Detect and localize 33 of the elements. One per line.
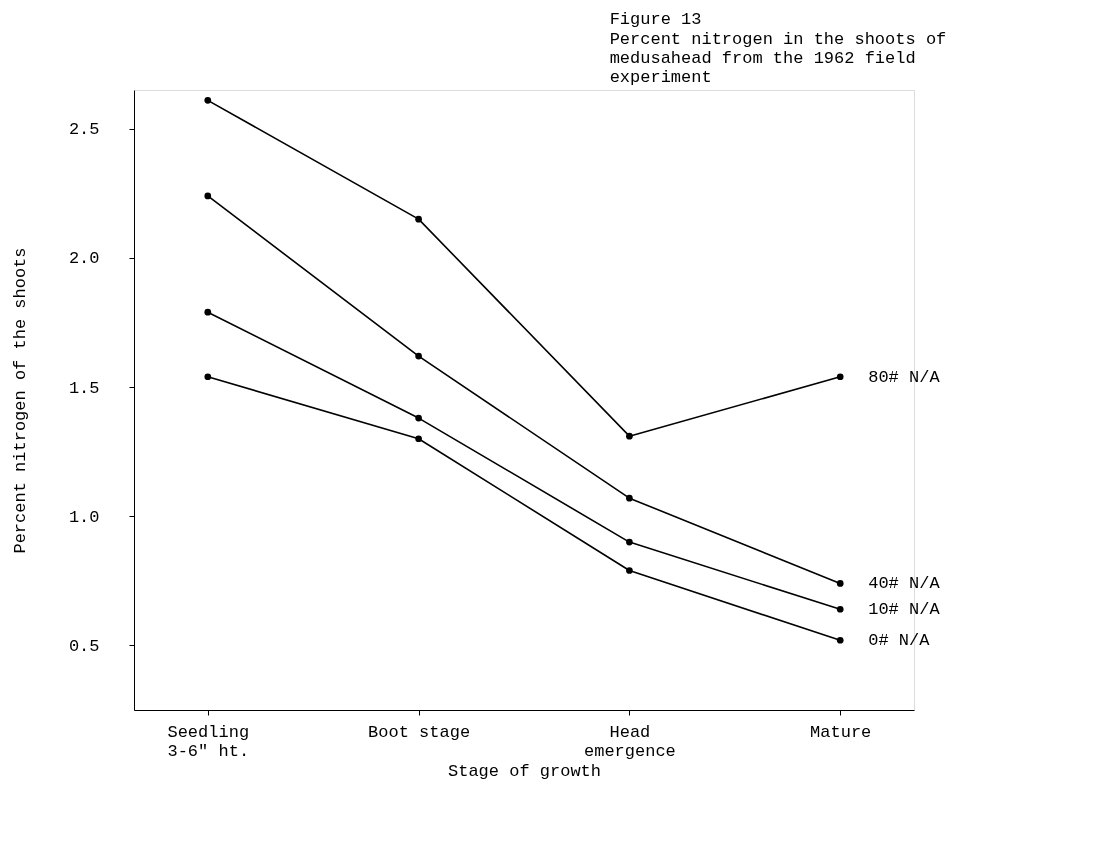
point (204, 192, 212, 200)
point (836, 636, 844, 644)
y-tick-label: 1.0 (68, 507, 100, 527)
x-tick-label: Boot stage (368, 722, 471, 742)
point (415, 215, 422, 223)
point (836, 605, 844, 613)
point (626, 494, 633, 502)
chart-title: Figure 13 (609, 10, 702, 29)
point (415, 414, 422, 422)
series-label: 10# N/A (868, 600, 941, 620)
y-tick-label: 0.5 (68, 636, 100, 656)
y-axis-title: Percent nitrogen of the shoots (10, 247, 30, 554)
point (626, 567, 633, 574)
point (626, 432, 633, 440)
point (204, 96, 212, 104)
point (836, 373, 844, 381)
point (204, 308, 212, 316)
chart-subtitle: Percent nitrogen in the shoots of medusahead from the 1962 field experiment (609, 30, 947, 87)
x-tick-label: Mature (810, 722, 872, 742)
y-tick-label: 2.0 (68, 249, 100, 269)
series-label: 80# N/A (868, 367, 941, 387)
series-label: 40# N/A (868, 574, 941, 594)
point (836, 580, 844, 587)
y-tick-label: 1.5 (68, 378, 100, 398)
point (415, 435, 422, 443)
point (626, 538, 633, 546)
point (204, 373, 212, 381)
y-tick-label: 2.5 (68, 120, 100, 140)
series-label: 0# N/A (868, 631, 931, 651)
x-axis-title: Stage of growth (447, 761, 602, 781)
point (415, 352, 422, 360)
x-tick-label: Head emergence (583, 722, 676, 761)
x-tick-label: Seedling 3-6" ht. (167, 722, 250, 761)
